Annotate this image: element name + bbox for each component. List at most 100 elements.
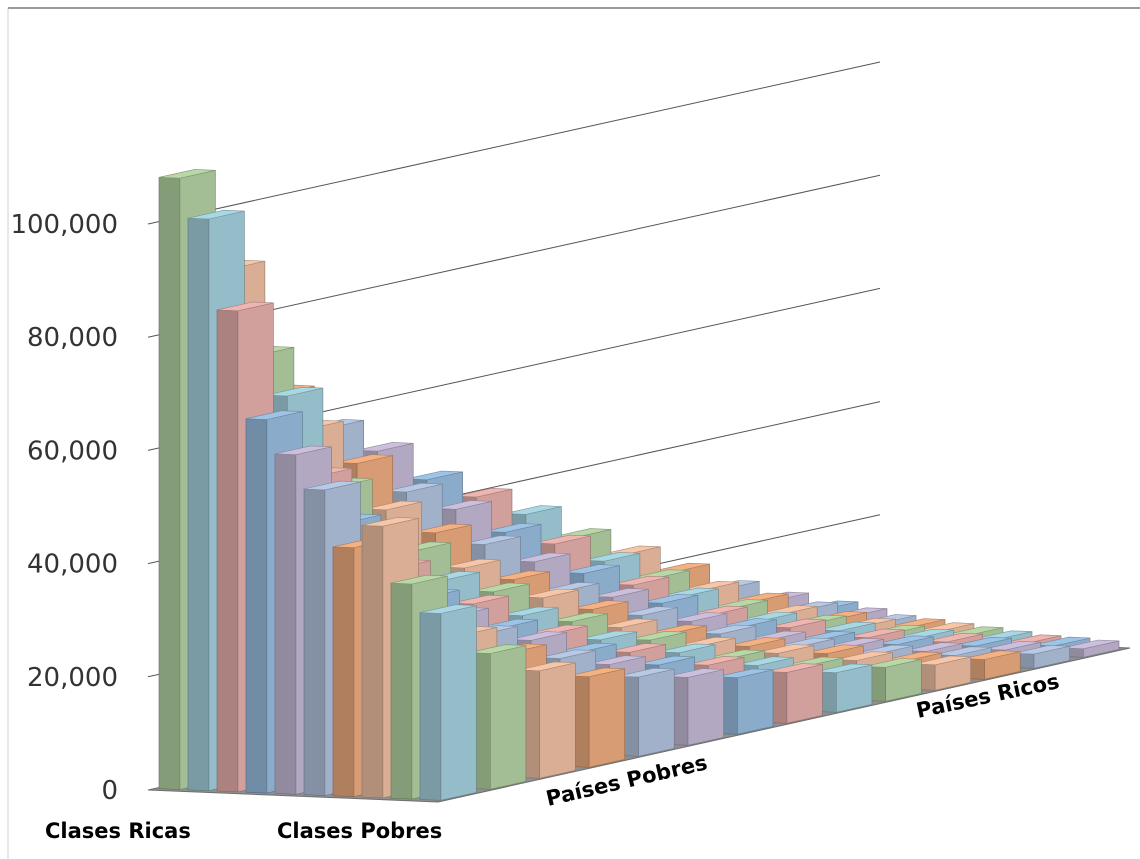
bar-front-face [835,664,873,713]
bar-front-face [687,669,724,746]
bar-top-face [518,661,576,672]
bar-top-face [472,582,530,593]
bar-top-face [876,635,934,645]
bar-top-face [414,523,472,534]
bar-top-face [484,523,542,533]
bar-top-face [336,454,393,464]
bar [864,658,922,702]
bar-top-face [551,612,608,622]
bar-top-face [513,552,571,563]
bar-top-face [736,656,794,666]
bar-top-face [469,644,526,654]
bar-top-face [835,651,893,661]
bar-top-face [522,588,579,599]
y-tick-label: 60,000 [27,436,118,466]
gridline [147,61,881,225]
bar-top-face [769,618,826,629]
bar-top-face [638,655,695,666]
bar-top-face [699,624,756,635]
bar-side-face [332,546,355,798]
bar-top-face [815,663,872,674]
bar-top-face [670,612,727,622]
bar-top-face [464,535,521,545]
bar-top-face [510,631,567,641]
bar-top-face [687,656,745,666]
bar [567,667,626,768]
bar-top-face [806,644,864,654]
bar-top-face [245,410,303,420]
bar-front-face [588,668,626,768]
bar-side-face [216,309,239,793]
bar-top-face [158,169,216,179]
bar-top-face [419,604,477,614]
bar-top-face [533,534,591,545]
bar-top-face [187,209,245,220]
bar-top-face [914,655,971,666]
y-tick-label: 20,000 [27,663,118,693]
bar-top-face [568,667,625,678]
bar-top-face [493,570,550,580]
bar-top-face [617,667,675,678]
bar-top-face [609,643,666,653]
bar-top-face [571,600,629,610]
bar [419,604,477,801]
bar [617,667,675,757]
bar-top-face [385,482,443,493]
bar-top-face [667,668,724,678]
bar-front-face [786,664,823,724]
bar-top-face [583,552,640,562]
bar-top-face [612,575,669,586]
bar-top-face [963,650,1021,660]
bar-front-face [489,645,527,790]
bar-top-face [588,655,646,665]
y-axis-tick-labels: 0 20,000 40,000 60,000 80,000 100,000 [10,210,118,806]
bar-side-face [245,418,268,794]
bar-top-face [620,606,678,616]
bar-top-face [356,442,414,452]
bar-top-face [501,606,559,617]
bar-side-face [390,582,413,800]
bar-top-face [539,649,596,659]
bar-top-face [390,574,448,585]
bar-top-face [757,644,814,654]
bar [469,644,527,790]
bar-top-face [580,630,637,641]
bar-top-face [658,643,716,654]
bar-top-face [818,621,876,632]
bar [765,663,823,724]
bar-side-face [158,176,181,790]
bar [716,668,774,735]
bar-top-face [562,564,620,574]
bar [518,661,576,779]
bar [666,668,724,746]
bar-top-face [600,618,658,628]
bar-top-face [926,632,983,643]
bars-group [147,169,1131,803]
bar-top-face [266,386,323,397]
bar-top-face [864,658,922,668]
bar-top-face [365,500,422,511]
y-tick-label: 40,000 [27,550,118,580]
bar-side-face [274,453,297,795]
bar-top-face [452,594,509,605]
bar-top-face [361,517,419,527]
bar-top-face [984,640,1041,651]
y-tick-label: 80,000 [27,323,118,353]
bar [815,663,873,713]
bar-top-face [443,558,501,569]
bar-side-face [187,217,210,792]
depth-axis-label-clases-pobres: Clases Pobres [277,819,442,843]
bar-top-face [504,505,562,515]
bar-side-face [419,612,442,801]
bar-top-face [455,487,513,498]
bar-front-face [440,605,477,801]
bar-top-face [905,642,963,652]
bar-top-face [728,637,785,647]
bar-front-face [638,668,675,757]
bar-top-face [765,663,823,673]
bar-top-face [406,470,463,481]
y-tick-label: 100,000 [10,210,118,240]
bar-top-face [303,480,361,491]
bar-side-face [361,524,384,799]
